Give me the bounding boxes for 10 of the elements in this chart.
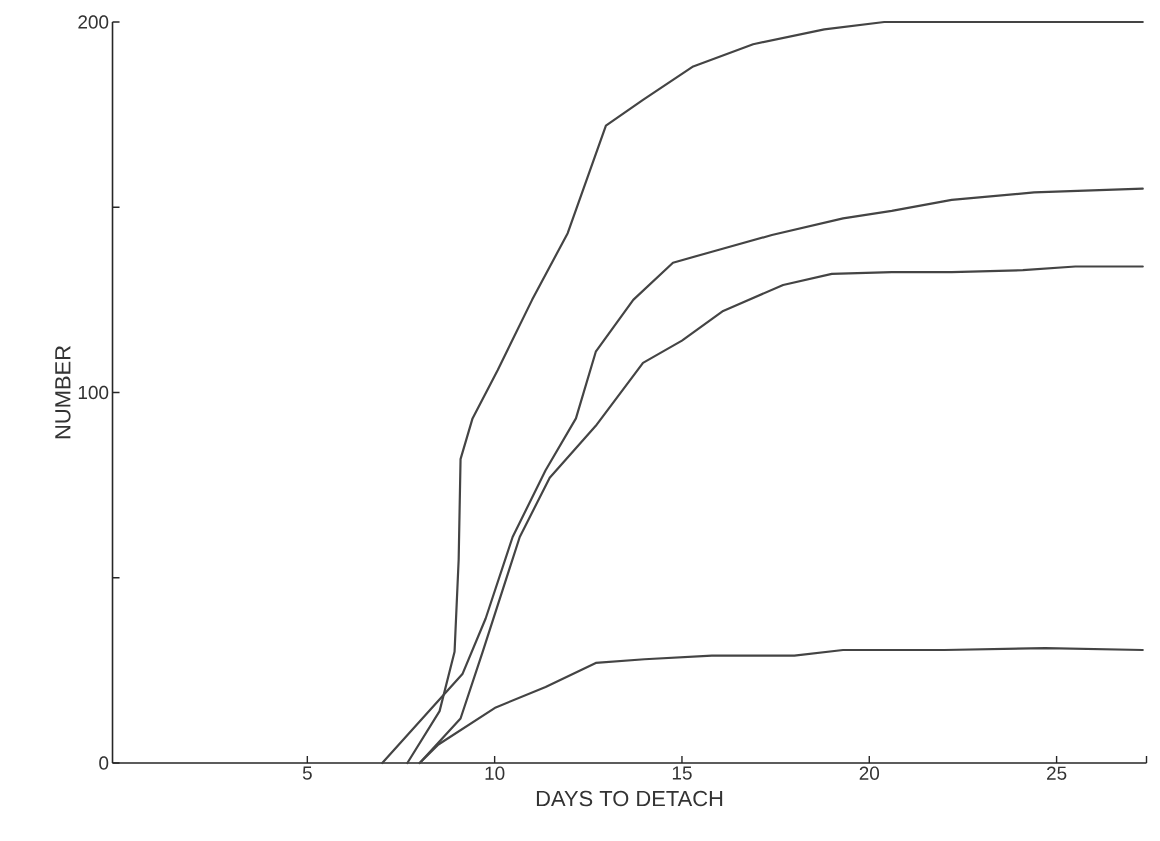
- y-axis-title: NUMBER: [55, 346, 71, 439]
- x-tick-label: 10: [485, 766, 505, 780]
- y-tick-label: 200: [78, 15, 109, 29]
- x-tick-label: 15: [672, 766, 692, 780]
- x-tick-label: 5: [302, 766, 312, 780]
- x-tick-label: 25: [1047, 766, 1067, 780]
- y-tick-label: 0: [99, 756, 109, 770]
- x-tick-label: 20: [859, 766, 880, 780]
- x-axis-title: DAYS TO DETACH: [536, 790, 723, 807]
- y-tick-label: 100: [78, 385, 109, 400]
